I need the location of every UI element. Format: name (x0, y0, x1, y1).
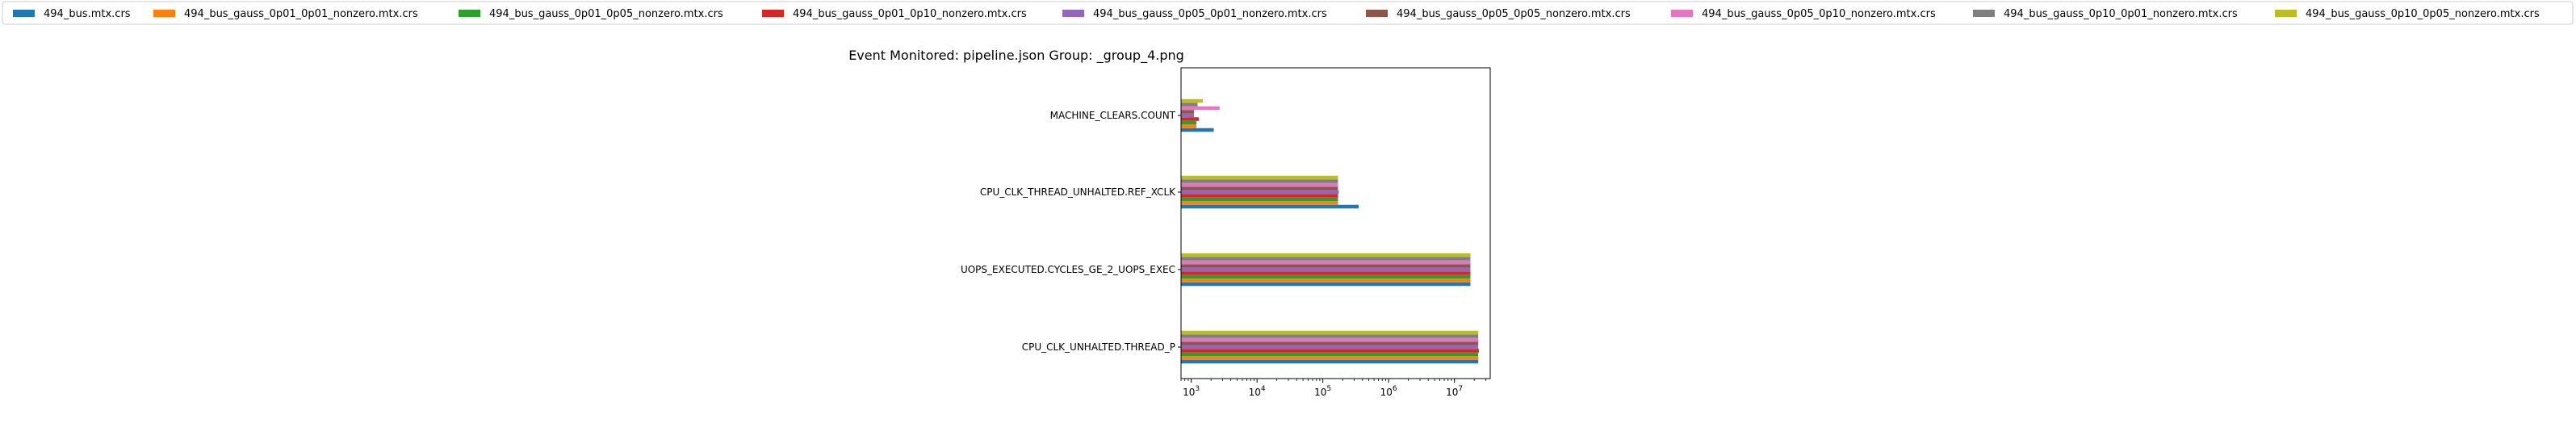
bar (1181, 179, 1338, 183)
bar (1181, 260, 1471, 265)
legend-item: 494_bus_gauss_0p01_0p10_nonzero.mtx.crs (762, 8, 1027, 20)
y-axis: CPU_CLK_UNHALTED.THREAD_P UOPS_EXECUTED.C… (961, 110, 1181, 353)
legend-swatch (1671, 10, 1693, 17)
bar (1181, 110, 1194, 114)
legend-swatch (153, 10, 175, 17)
legend-item: 494_bus_gauss_0p10_0p01_nonzero.mtx.crs (1973, 8, 2238, 20)
bar (1181, 264, 1471, 268)
bar (1181, 201, 1338, 205)
legend-swatch (1062, 10, 1084, 17)
x-tick-label: 105 (1314, 385, 1331, 398)
legend-item: 494_bus_gauss_0p05_0p01_nonzero.mtx.crs (1062, 8, 1327, 20)
bar (1181, 330, 1479, 335)
legend-item: 494_bus_gauss_0p05_0p05_nonzero.mtx.crs (1366, 8, 1631, 20)
legend-swatch (762, 10, 784, 17)
bar (1181, 271, 1471, 275)
legend-item: 494_bus_gauss_0p01_0p01_nonzero.mtx.crs (153, 8, 418, 20)
legend-item: 494_bus_gauss_0p01_0p05_nonzero.mtx.crs (459, 8, 723, 20)
legend-swatch (1366, 10, 1388, 17)
legend-label: 494_bus_gauss_0p01_0p10_nonzero.mtx.crs (793, 8, 1027, 20)
legend-label: 494_bus_gauss_0p10_0p01_nonzero.mtx.crs (2004, 8, 2238, 20)
legend-swatch (2275, 10, 2297, 17)
bar (1181, 341, 1479, 345)
bar (1181, 334, 1479, 338)
bar (1181, 124, 1197, 128)
x-tick-label: 107 (1446, 385, 1463, 398)
chart-title: Event Monitored: pipeline.json Group: _g… (848, 48, 1184, 64)
legend-swatch (459, 10, 480, 17)
bar (1181, 267, 1471, 272)
legend-label: 494_bus.mtx.crs (44, 8, 131, 20)
bar (1181, 186, 1338, 190)
bar (1181, 98, 1203, 103)
plot-frame (1180, 67, 1491, 379)
legend-swatch (13, 10, 35, 17)
legend-label: 494_bus_gauss_0p05_0p10_nonzero.mtx.crs (1702, 8, 1936, 20)
bar (1181, 337, 1479, 342)
legend-label: 494_bus_gauss_0p05_0p01_nonzero.mtx.crs (1093, 8, 1327, 20)
bar (1181, 253, 1471, 257)
y-tick-label: UOPS_EXECUTED.CYCLES_GE_2_UOPS_EXEC (961, 264, 1175, 275)
bar (1181, 345, 1479, 350)
bar (1181, 113, 1194, 118)
bar (1181, 190, 1339, 195)
legend-item: 494_bus_gauss_0p05_0p10_nonzero.mtx.crs (1671, 8, 1936, 20)
legend: 494_bus.mtx.crs 494_bus_gauss_0p01_0p01_n… (2, 1, 2574, 25)
legend-swatch (1973, 10, 1995, 17)
x-tick-label: 106 (1380, 385, 1397, 398)
bar (1181, 120, 1197, 125)
y-tick-label: CPU_CLK_THREAD_UNHALTED.REF_XCLK (980, 186, 1176, 198)
x-tick-label: 103 (1183, 385, 1200, 398)
bar (1181, 349, 1479, 353)
bar (1181, 197, 1338, 202)
x-tick-label: 104 (1249, 385, 1266, 398)
bars (1181, 98, 1479, 364)
legend-label: 494_bus_gauss_0p01_0p01_nonzero.mtx.crs (184, 8, 418, 20)
legend-item: 494_bus.mtx.crs (13, 8, 131, 20)
legend-label: 494_bus_gauss_0p05_0p05_nonzero.mtx.crs (1397, 8, 1631, 20)
bar (1181, 352, 1479, 357)
bar (1181, 128, 1214, 132)
x-axis: 103 104 105 106 107 (1180, 379, 1486, 398)
bar (1181, 278, 1471, 283)
bar (1181, 103, 1198, 107)
bar (1181, 106, 1220, 111)
bar (1181, 282, 1471, 287)
y-tick-label: MACHINE_CLEARS.COUNT (1050, 110, 1176, 121)
bar (1181, 359, 1479, 364)
y-tick-label: CPU_CLK_UNHALTED.THREAD_P (1022, 341, 1175, 353)
bar (1181, 356, 1479, 360)
bar (1181, 194, 1338, 198)
legend-frame (2, 1, 2574, 25)
bar (1181, 175, 1338, 180)
bar (1181, 182, 1338, 187)
legend-label: 494_bus_gauss_0p10_0p05_nonzero.mtx.crs (2306, 8, 2540, 20)
bar (1181, 274, 1471, 279)
bar (1181, 204, 1359, 209)
bar (1181, 117, 1199, 121)
legend-item: 494_bus_gauss_0p10_0p05_nonzero.mtx.crs (2275, 8, 2540, 20)
bar (1181, 257, 1471, 261)
legend-label: 494_bus_gauss_0p01_0p05_nonzero.mtx.crs (489, 8, 723, 20)
